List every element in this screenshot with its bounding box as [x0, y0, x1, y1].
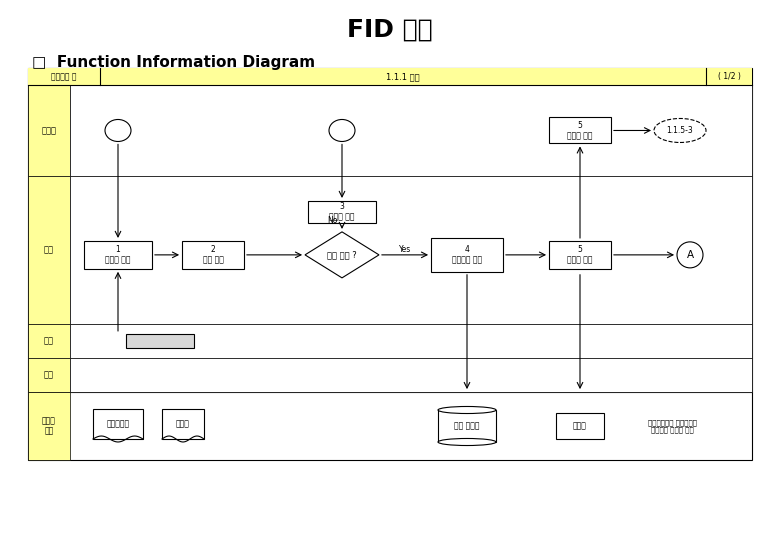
Text: 접수 시스템: 접수 시스템: [454, 422, 480, 430]
Text: 조사: 조사: [44, 336, 54, 346]
Bar: [549, 241, 611, 269]
Text: 1
신청서 접수: 1 신청서 접수: [105, 245, 131, 265]
Bar: [28, 392, 70, 460]
Bar: [162, 409, 204, 439]
Bar: [431, 238, 503, 272]
Ellipse shape: [654, 118, 706, 143]
Text: 접수증: 접수증: [573, 422, 587, 430]
Bar: [28, 392, 752, 460]
Bar: [28, 176, 70, 324]
Text: □  Function Information Diagram: □ Function Information Diagram: [32, 55, 315, 70]
Text: 4
접선접수 기관: 4 접선접수 기관: [452, 245, 482, 265]
Text: 산출물
요소: 산출물 요소: [42, 416, 56, 436]
Bar: [126, 334, 194, 348]
Bar: [28, 68, 752, 392]
Bar: [28, 85, 70, 176]
Ellipse shape: [677, 242, 703, 268]
Text: No: No: [327, 216, 337, 225]
Ellipse shape: [438, 407, 496, 414]
Bar: [84, 241, 152, 269]
Text: ( 1/2 ): ( 1/2 ): [718, 72, 740, 81]
Bar: [28, 68, 752, 85]
Text: 5
접수증 수령: 5 접수증 수령: [567, 121, 593, 140]
Text: A: A: [686, 250, 693, 260]
Text: FID 기법: FID 기법: [347, 18, 433, 42]
Bar: [28, 358, 70, 392]
Bar: [70, 358, 752, 392]
Text: Yes: Yes: [399, 245, 411, 254]
Text: 신청서: 신청서: [176, 420, 190, 429]
Ellipse shape: [438, 438, 496, 445]
Bar: [70, 324, 752, 358]
Text: 문서: 문서: [44, 370, 54, 380]
Bar: [438, 410, 496, 442]
Text: 1.1.1 접수: 1.1.1 접수: [386, 72, 420, 81]
Text: 민원인: 민원인: [41, 126, 56, 135]
Bar: [556, 413, 604, 439]
Text: 서무: 서무: [44, 245, 54, 254]
Text: 5
접수증 교무: 5 접수증 교무: [567, 245, 593, 265]
Bar: [549, 118, 611, 144]
Bar: [182, 241, 244, 269]
Text: 2
신문 확인: 2 신문 확인: [203, 245, 223, 265]
Ellipse shape: [329, 119, 355, 141]
Bar: [70, 176, 752, 324]
Bar: [70, 85, 752, 176]
Bar: [93, 409, 143, 439]
Bar: [308, 201, 376, 223]
Text: 이신 여부 ?: 이신 여부 ?: [327, 251, 357, 259]
Text: 인출력으스의 서부서량을
원터내터 계출서 추드: 인출력으스의 서부서량을 원터내터 계출서 추드: [647, 419, 697, 433]
Text: 프로세스 명: 프로세스 명: [51, 72, 76, 81]
Polygon shape: [305, 232, 379, 278]
Text: 1.1.5-3: 1.1.5-3: [667, 126, 693, 135]
Ellipse shape: [105, 119, 131, 141]
Bar: [28, 324, 70, 358]
Text: 외부서비스: 외부서비스: [106, 420, 129, 429]
Text: 3
신청서 준비: 3 신청서 준비: [329, 202, 355, 221]
